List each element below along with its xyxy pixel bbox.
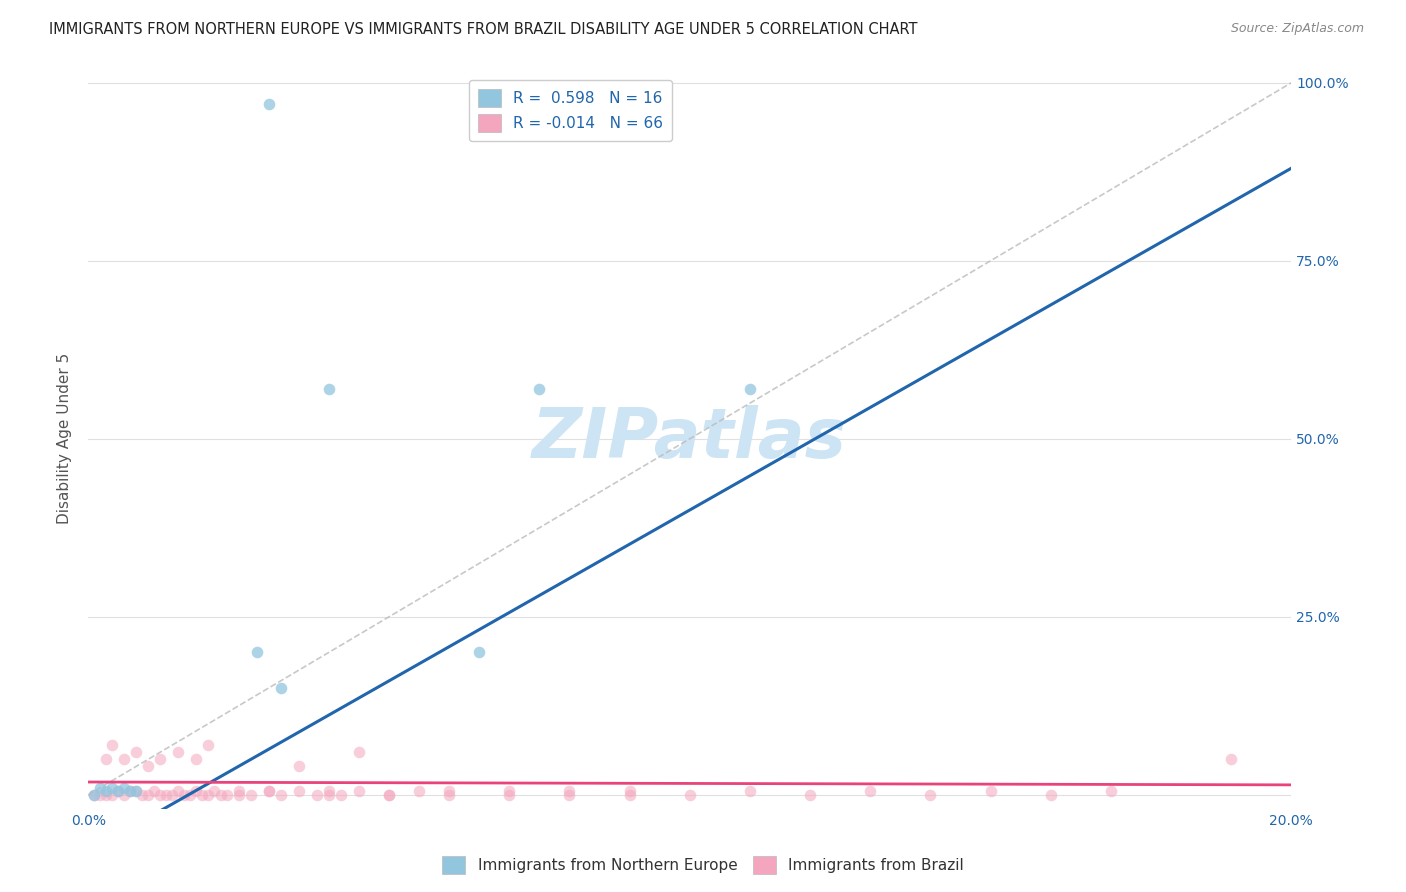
Point xyxy=(186,752,208,766)
Point xyxy=(209,788,232,802)
Point xyxy=(378,788,401,802)
Point xyxy=(679,788,702,802)
Point xyxy=(83,788,105,802)
Point xyxy=(270,788,292,802)
Point xyxy=(162,788,184,802)
Point xyxy=(378,788,401,802)
Point xyxy=(287,759,309,773)
Point xyxy=(437,788,460,802)
Point xyxy=(228,784,250,798)
Point xyxy=(318,784,340,798)
Point xyxy=(257,784,280,798)
Point xyxy=(738,784,761,798)
Point xyxy=(305,788,328,802)
Point xyxy=(155,788,177,802)
Point xyxy=(239,788,262,802)
Point xyxy=(120,784,142,798)
Point xyxy=(167,784,190,798)
Point xyxy=(859,784,882,798)
Point xyxy=(799,788,821,802)
Point xyxy=(920,788,942,802)
Point xyxy=(191,788,214,802)
Point xyxy=(215,788,238,802)
Point xyxy=(125,784,148,798)
Point xyxy=(96,784,118,798)
Point xyxy=(179,788,201,802)
Point xyxy=(186,784,208,798)
Point xyxy=(112,780,135,795)
Point xyxy=(167,745,190,759)
Point xyxy=(131,788,153,802)
Point xyxy=(246,645,269,659)
Point xyxy=(1099,784,1122,798)
Text: IMMIGRANTS FROM NORTHERN EUROPE VS IMMIGRANTS FROM BRAZIL DISABILITY AGE UNDER 5: IMMIGRANTS FROM NORTHERN EUROPE VS IMMIG… xyxy=(49,22,918,37)
Point xyxy=(125,745,148,759)
Point xyxy=(143,784,166,798)
Point xyxy=(619,784,641,798)
Text: ZIPatlas: ZIPatlas xyxy=(533,405,848,472)
Point xyxy=(619,788,641,802)
Point xyxy=(204,784,226,798)
Point xyxy=(257,97,280,112)
Point xyxy=(173,788,195,802)
Point xyxy=(83,788,105,802)
Point xyxy=(136,759,159,773)
Point xyxy=(408,784,430,798)
Point xyxy=(149,752,172,766)
Point xyxy=(197,788,219,802)
Legend: R =  0.598   N = 16, R = -0.014   N = 66: R = 0.598 N = 16, R = -0.014 N = 66 xyxy=(468,80,672,141)
Point xyxy=(96,752,118,766)
Point xyxy=(558,784,581,798)
Point xyxy=(318,382,340,396)
Point xyxy=(120,784,142,798)
Point xyxy=(318,788,340,802)
Point xyxy=(197,738,219,752)
Point xyxy=(437,784,460,798)
Point xyxy=(107,784,129,798)
Point xyxy=(101,788,124,802)
Point xyxy=(347,784,370,798)
Point xyxy=(738,382,761,396)
Point xyxy=(498,784,520,798)
Y-axis label: Disability Age Under 5: Disability Age Under 5 xyxy=(58,353,72,524)
Point xyxy=(101,780,124,795)
Point xyxy=(112,788,135,802)
Point xyxy=(529,382,551,396)
Point xyxy=(89,780,111,795)
Point xyxy=(558,788,581,802)
Point xyxy=(96,788,118,802)
Legend: Immigrants from Northern Europe, Immigrants from Brazil: Immigrants from Northern Europe, Immigra… xyxy=(436,850,970,880)
Point xyxy=(112,752,135,766)
Point xyxy=(101,738,124,752)
Text: Source: ZipAtlas.com: Source: ZipAtlas.com xyxy=(1230,22,1364,36)
Point xyxy=(1039,788,1062,802)
Point xyxy=(270,681,292,695)
Point xyxy=(136,788,159,802)
Point xyxy=(287,784,309,798)
Point xyxy=(107,784,129,798)
Point xyxy=(149,788,172,802)
Point xyxy=(228,788,250,802)
Point xyxy=(125,784,148,798)
Point xyxy=(347,745,370,759)
Point xyxy=(257,784,280,798)
Point xyxy=(89,788,111,802)
Point xyxy=(498,788,520,802)
Point xyxy=(980,784,1002,798)
Point xyxy=(468,645,491,659)
Point xyxy=(329,788,352,802)
Point xyxy=(1220,752,1243,766)
